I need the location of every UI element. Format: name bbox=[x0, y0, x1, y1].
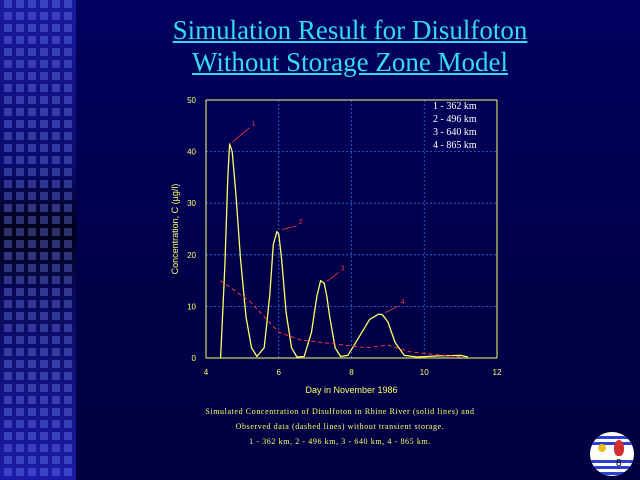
slide-title-line1: Simulation Result for Disulfoton bbox=[172, 15, 528, 45]
simulated-data-line bbox=[219, 143, 469, 359]
y-tick-label: 40 bbox=[187, 148, 196, 157]
peak-label: 2 bbox=[299, 219, 303, 226]
observed-data-line bbox=[220, 280, 461, 358]
peak-leader-line bbox=[281, 225, 297, 230]
x-tick-label: 6 bbox=[277, 368, 282, 377]
caption-line3: 1 - 362 km, 2 - 496 km, 3 - 640 km, 4 - … bbox=[249, 437, 431, 446]
x-axis-label: Day in November 1986 bbox=[305, 385, 397, 395]
x-tick-label: 10 bbox=[420, 368, 429, 377]
y-axis-label: Concentration, C (µg/l) bbox=[170, 184, 180, 275]
y-tick-label: 10 bbox=[187, 302, 196, 311]
decorative-squares-column bbox=[40, 0, 48, 480]
chart-series bbox=[219, 143, 469, 359]
decorative-squares-column bbox=[64, 0, 72, 480]
y-tick-label: 30 bbox=[187, 199, 196, 208]
legend-entry: 1 - 362 km bbox=[433, 101, 477, 112]
caption-line2: Observed data (dashed lines) without tra… bbox=[235, 422, 445, 431]
left-decorative-strip bbox=[0, 0, 76, 480]
peak-leader-line bbox=[232, 127, 250, 143]
decorative-squares-column bbox=[4, 0, 12, 480]
legend-entry: 4 - 865 km bbox=[433, 140, 477, 151]
x-tick-label: 12 bbox=[493, 368, 502, 377]
slide-title-line2: Without Storage Zone Model bbox=[191, 47, 509, 77]
y-tick-label: 0 bbox=[192, 354, 197, 363]
peak-label: 4 bbox=[401, 299, 405, 306]
chart-legend: 1 - 362 km 2 - 496 km 3 - 640 km 4 - 865 km bbox=[433, 101, 477, 151]
y-tick-label: 50 bbox=[187, 96, 196, 105]
decorative-squares-column bbox=[16, 0, 24, 480]
figure-caption: Simulated Concentration of Disulfoton in… bbox=[150, 404, 530, 449]
peak-leader-line bbox=[385, 305, 399, 314]
chart-grid bbox=[205, 99, 498, 359]
decorative-squares-column bbox=[28, 0, 36, 480]
chart-axes bbox=[205, 99, 498, 359]
slide-title: Simulation Result for Disulfoton Without… bbox=[100, 14, 600, 78]
page-number: 8 bbox=[616, 458, 622, 469]
peak-label: 1 bbox=[251, 121, 255, 128]
y-tick-label: 20 bbox=[187, 251, 196, 260]
peak-leader-line bbox=[326, 271, 339, 282]
peak-label: 3 bbox=[341, 265, 345, 272]
x-tick-label: 4 bbox=[204, 368, 209, 377]
decorative-squares-column bbox=[52, 0, 60, 480]
institution-logo bbox=[590, 432, 634, 476]
legend-entry: 2 - 496 km bbox=[433, 114, 477, 125]
caption-line1: Simulated Concentration of Disulfoton in… bbox=[205, 407, 475, 416]
chart-annotations: 1 2 3 4 bbox=[232, 121, 405, 314]
x-tick-label: 8 bbox=[349, 368, 354, 377]
legend-entry: 3 - 640 km bbox=[433, 127, 477, 138]
